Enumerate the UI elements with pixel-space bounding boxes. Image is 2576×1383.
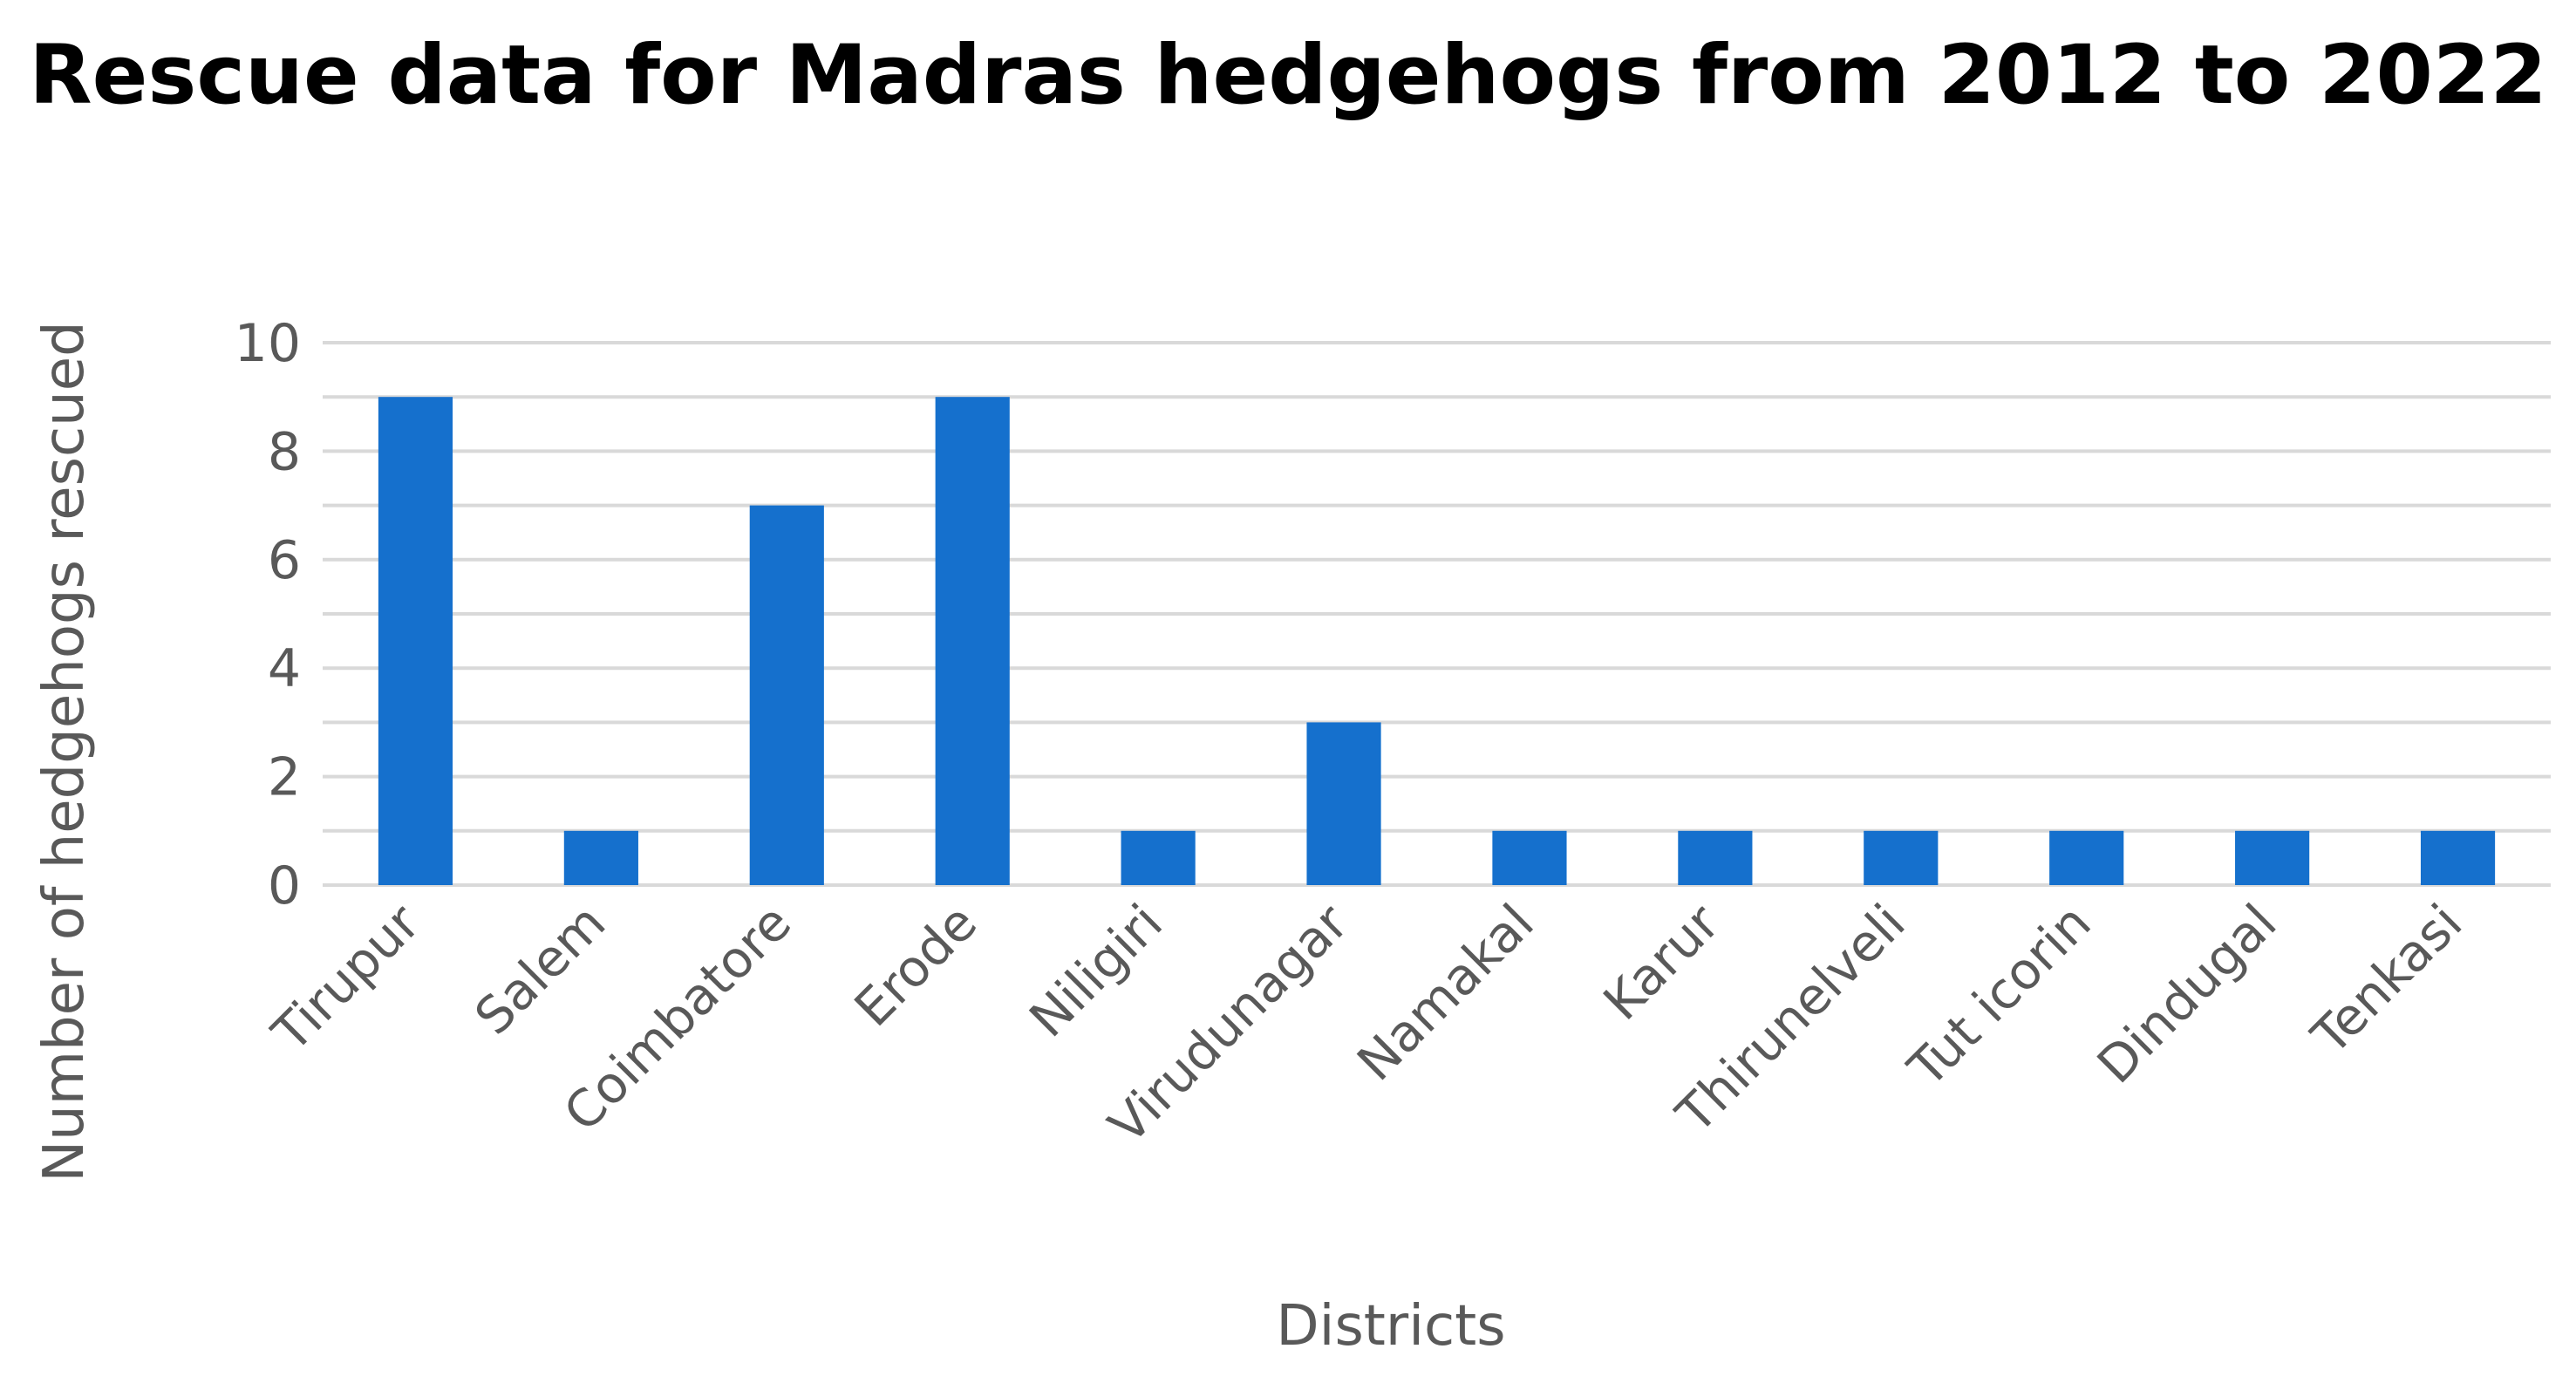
x-category-label: Tenkasi <box>2300 893 2473 1066</box>
bar <box>1121 830 1196 885</box>
bar <box>2420 830 2496 885</box>
bars <box>378 397 2496 885</box>
bar <box>1678 830 1753 885</box>
y-tick-label: 4 <box>268 638 301 699</box>
y-tick-label: 6 <box>268 530 301 591</box>
y-axis-ticks: 0 2 4 6 8 10 <box>235 313 301 916</box>
x-category-label: Erode <box>843 893 988 1038</box>
chart-title: Rescue data for Madras hedgehogs from 20… <box>29 28 2546 123</box>
x-category-label: Niligiri <box>1018 893 1174 1049</box>
y-tick-label: 0 <box>268 855 301 916</box>
x-category-label: Karur <box>1592 893 1731 1032</box>
y-tick-label: 10 <box>235 313 301 374</box>
bar <box>935 397 1010 885</box>
x-category-label: Namakal <box>1346 893 1545 1093</box>
bar <box>1492 830 1567 885</box>
x-category-label: Tirupur <box>261 893 432 1064</box>
x-category-label: Dindugal <box>2086 893 2288 1095</box>
bar <box>749 505 824 885</box>
bar <box>378 397 453 885</box>
gridlines <box>323 341 2551 887</box>
bar <box>563 830 638 885</box>
x-category-label: Tut icorin <box>1897 893 2102 1099</box>
bar <box>2049 830 2124 885</box>
y-tick-label: 2 <box>268 747 301 808</box>
bar <box>1306 722 1381 885</box>
x-axis-label: Districts <box>1276 1294 1505 1359</box>
x-category-label: Salem <box>463 893 617 1046</box>
y-axis-label: Number of hedgehogs rescued <box>32 321 97 1182</box>
bar <box>1864 830 1939 885</box>
bar <box>2235 830 2310 885</box>
y-tick-label: 8 <box>268 421 301 482</box>
